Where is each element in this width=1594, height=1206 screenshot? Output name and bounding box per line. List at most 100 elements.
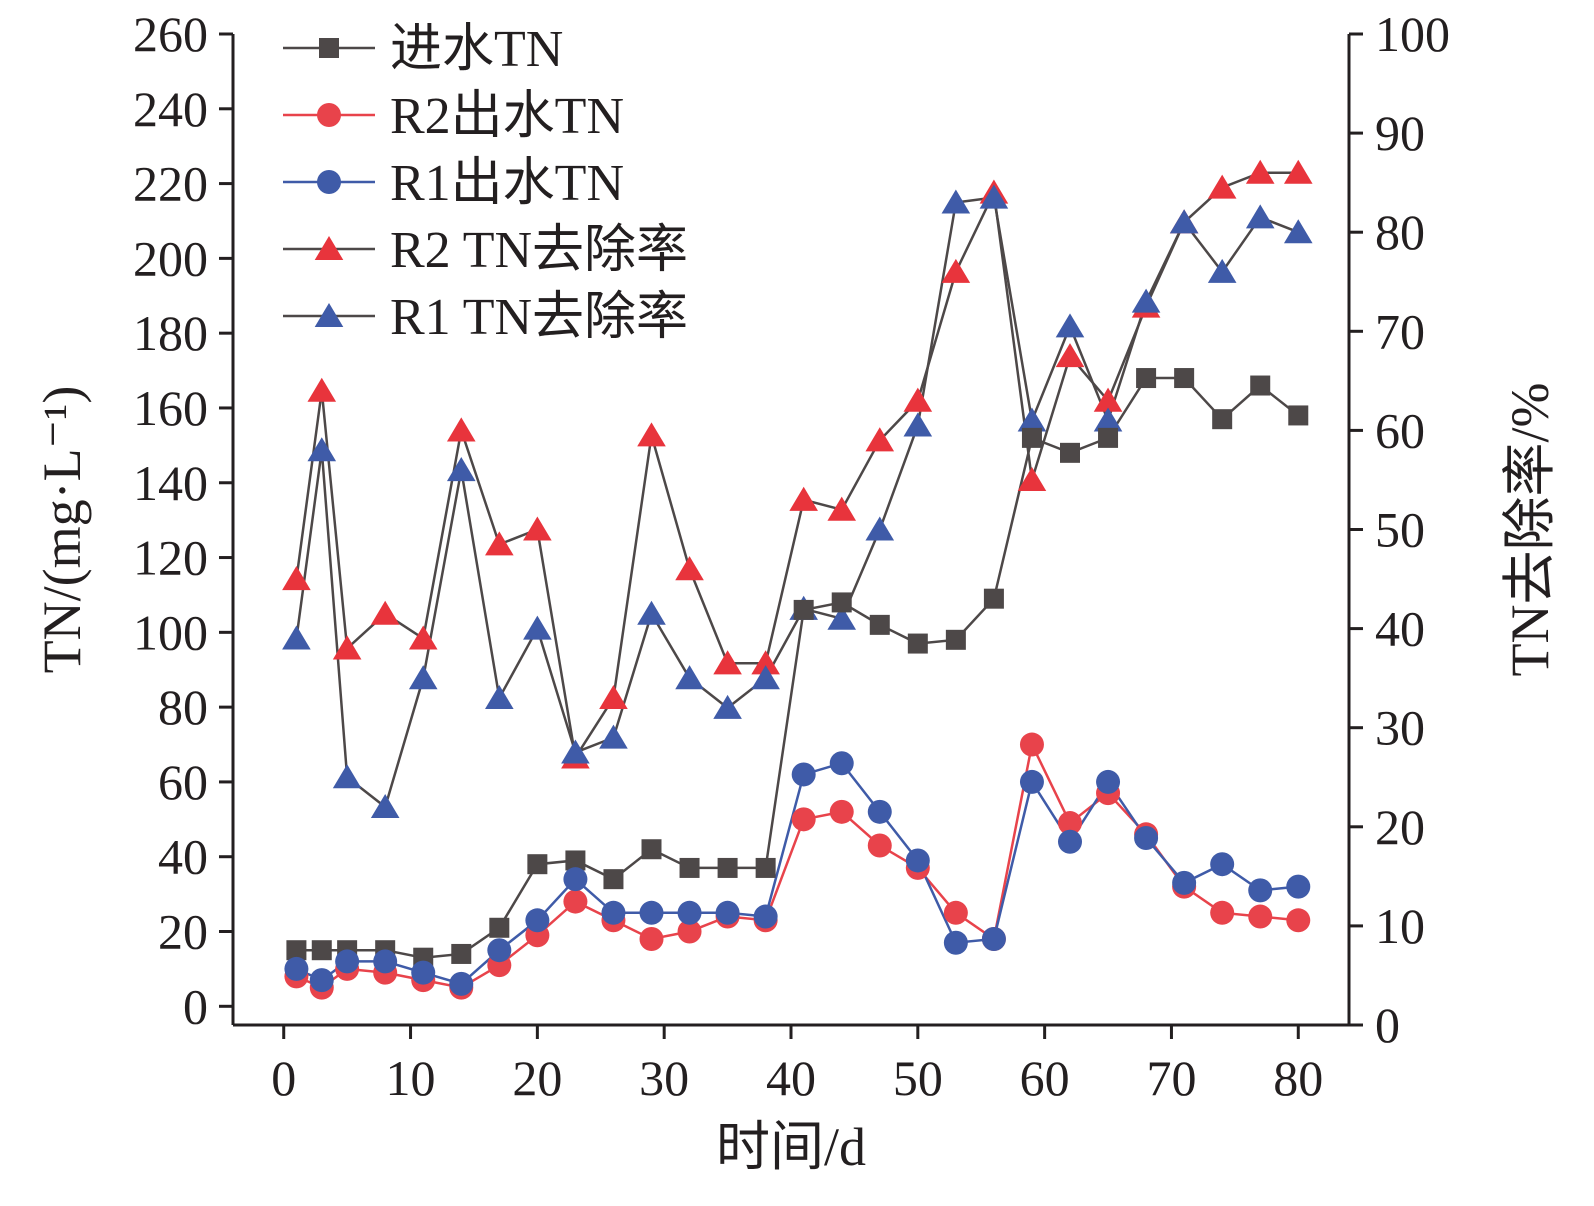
data-point-series-0	[1098, 427, 1119, 448]
legend-marker	[317, 103, 341, 127]
legend-marker	[314, 303, 344, 328]
data-point-series-1	[829, 799, 854, 824]
data-point-series-0	[603, 869, 624, 890]
data-point-series-2	[335, 949, 360, 974]
data-point-series-4	[332, 764, 362, 789]
right-y-tick-label: 0	[1375, 997, 1400, 1053]
legend-label: R2 TN去除率	[390, 222, 688, 279]
left-y-tick-label: 20	[158, 904, 208, 960]
data-point-series-2	[905, 848, 930, 873]
data-point-series-3	[751, 650, 780, 675]
series-markers	[282, 159, 1313, 1000]
x-tick-label: 20	[512, 1050, 562, 1106]
data-point-series-0	[907, 633, 928, 654]
data-point-series-3	[408, 625, 438, 650]
data-point-series-1	[1058, 811, 1082, 836]
data-point-series-3	[675, 556, 704, 581]
data-point-series-0	[451, 943, 472, 964]
data-point-series-2	[563, 867, 588, 892]
x-tick-label: 80	[1273, 1050, 1323, 1106]
data-point-series-0	[641, 839, 662, 860]
data-point-series-2	[284, 956, 309, 981]
data-point-series-2	[601, 900, 626, 925]
data-point-series-3	[865, 427, 895, 452]
data-point-series-2	[373, 949, 398, 974]
data-point-series-2	[677, 900, 702, 925]
left-y-tick-label: 160	[133, 380, 208, 436]
x-tick-label: 70	[1146, 1050, 1196, 1106]
data-point-series-2	[449, 971, 474, 996]
data-point-series-4	[1131, 288, 1161, 313]
data-point-series-2	[1286, 874, 1311, 899]
data-point-series-3	[1017, 466, 1047, 491]
data-point-series-0	[1174, 368, 1195, 389]
data-point-series-0	[1288, 405, 1309, 426]
data-point-series-4	[827, 605, 857, 630]
data-point-series-0	[717, 857, 738, 878]
left-y-tick-label: 220	[133, 156, 208, 212]
left-y-tick-label: 80	[158, 679, 208, 735]
series-line-0	[296, 376, 1300, 959]
data-point-series-0	[869, 614, 890, 635]
data-point-series-0	[1021, 427, 1042, 448]
data-point-series-3	[1283, 159, 1313, 184]
data-point-series-2	[867, 799, 892, 824]
data-point-series-4	[446, 457, 476, 482]
data-point-series-2	[525, 908, 550, 933]
data-point-series-2	[639, 900, 664, 925]
data-point-series-4	[307, 437, 337, 462]
tick-marks: 0 10 20 30 40 50 60 70 8002040608010012014016018…	[133, 6, 1450, 1106]
right-y-tick-label: 50	[1375, 502, 1425, 558]
data-point-series-1	[563, 889, 588, 914]
series-line-2	[295, 761, 1299, 986]
right-y-tick-label: 80	[1375, 204, 1425, 260]
data-point-series-1	[639, 926, 664, 951]
legend-marker	[314, 236, 344, 261]
data-point-series-2	[1096, 769, 1121, 794]
right-y-tick-label: 10	[1375, 898, 1425, 954]
data-point-series-3	[446, 417, 476, 442]
data-point-series-1	[677, 919, 702, 944]
data-point-series-4	[1207, 258, 1237, 283]
data-point-series-3	[370, 600, 400, 625]
x-tick-label: 60	[1020, 1050, 1070, 1106]
data-point-series-3	[485, 531, 514, 556]
x-tick-label: 40	[766, 1050, 816, 1106]
data-point-series-0	[793, 599, 814, 620]
data-point-series-4	[637, 600, 666, 625]
left-y-tick-label: 120	[133, 530, 208, 586]
data-point-series-2	[1134, 826, 1159, 851]
x-axis-title: 时间/d	[716, 1117, 866, 1177]
data-point-series-4	[865, 516, 895, 541]
data-point-series-4	[1169, 209, 1199, 234]
data-point-series-0	[679, 857, 700, 878]
right-y-tick-label: 100	[1375, 6, 1450, 62]
data-point-series-0	[527, 854, 548, 875]
data-point-series-1	[1019, 732, 1044, 757]
left-y-tick-label: 40	[158, 829, 208, 885]
data-point-series-3	[523, 516, 552, 541]
data-point-series-2	[1058, 829, 1082, 854]
data-point-series-2	[1172, 870, 1197, 895]
data-point-series-3	[307, 377, 337, 402]
data-point-series-4	[408, 665, 438, 690]
data-point-series-0	[831, 592, 852, 613]
data-point-series-4	[751, 665, 780, 690]
series-line-3	[295, 171, 1299, 761]
data-point-series-0	[755, 857, 776, 878]
data-point-series-2	[487, 938, 512, 963]
data-point-series-2	[1019, 769, 1044, 794]
left-y-axis-title: TN/(mg·L⁻¹)	[32, 386, 92, 674]
left-y-tick-label: 0	[183, 978, 208, 1034]
legend-label: R2出水TN	[390, 88, 624, 145]
right-y-tick-label: 90	[1375, 105, 1425, 161]
data-point-series-2	[829, 751, 854, 776]
data-point-series-4	[523, 615, 552, 640]
data-point-series-4	[941, 189, 971, 214]
data-point-series-4	[485, 684, 514, 710]
data-point-series-0	[565, 850, 586, 871]
right-y-tick-label: 30	[1375, 700, 1425, 756]
data-point-series-0	[1250, 375, 1271, 396]
series-lines	[295, 171, 1300, 990]
